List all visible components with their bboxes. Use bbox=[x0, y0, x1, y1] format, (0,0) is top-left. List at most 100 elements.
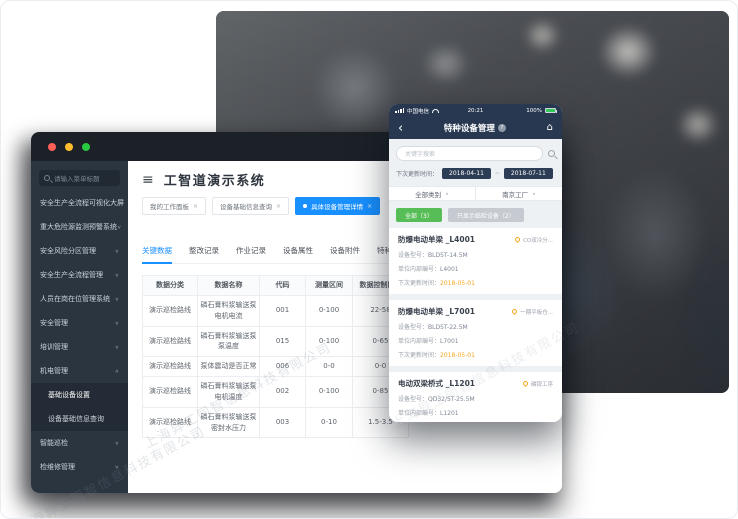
sidebar-item-personnel[interactable]: 人员在岗在位管理系统 ∨ bbox=[40, 295, 119, 303]
search-row: 关键字搜索 bbox=[396, 146, 555, 161]
tab-chip-workbench[interactable]: 我的工作面板 × bbox=[142, 197, 207, 215]
table-row: 演示巡检路线 磷石膏料浆输送泵密封水压力 003 0-10 1.5-3.5 bbox=[142, 406, 409, 439]
search-icon bbox=[44, 175, 50, 181]
next-date-value: 2018-05-01 bbox=[440, 352, 475, 359]
equipment-title: 电动双梁桥式 _L1201 bbox=[398, 379, 476, 388]
chevron-down-icon: ∨ bbox=[114, 344, 119, 350]
tab-chip-device-detail-active[interactable]: 具体设备管理详情 × bbox=[295, 197, 381, 215]
filter-due-inspection-pill[interactable]: 只显示临检设备（2） bbox=[447, 208, 524, 222]
chevron-down-icon: ∨ bbox=[532, 191, 536, 196]
home-icon[interactable]: ⌂ bbox=[546, 122, 553, 133]
model-value: QD32/5T-25.5M bbox=[428, 396, 475, 403]
phone-page-title: 特种设备管理 ? bbox=[444, 122, 506, 134]
table-row: 演示巡检路线 磷石膏料浆输送泵泵温度 015 0-100 0-65 bbox=[142, 325, 409, 358]
equipment-card[interactable]: 防爆电动单梁 _L4001 CO双冷分... 设备型号：BLD5T-14.5M … bbox=[389, 228, 562, 294]
internal-code-value: L4001 bbox=[440, 266, 459, 273]
close-icon[interactable]: × bbox=[193, 202, 199, 210]
chevron-down-icon: ∨ bbox=[445, 191, 449, 196]
close-window-button[interactable] bbox=[48, 142, 56, 151]
filter-all-pill[interactable]: 全部（3） bbox=[396, 208, 442, 222]
tab-device-files[interactable]: 设备附件 bbox=[330, 246, 360, 255]
phone-nav-bar: ‹ 特种设备管理 ? ⌂ bbox=[389, 117, 562, 139]
filter-pill-row: 全部（3） 只显示临检设备（2） bbox=[396, 208, 555, 222]
carrier-label: 中国电信 bbox=[407, 108, 430, 115]
internal-code-label: 单位内部编号： bbox=[398, 338, 441, 345]
internal-code-label: 单位内部编号： bbox=[398, 266, 441, 273]
model-label: 设备型号： bbox=[398, 396, 429, 403]
date-filter-row: 下次更新时间： 2018-04-11 ~ 2018-07-11 bbox=[396, 168, 555, 179]
menu-toggle-icon[interactable]: ≡ bbox=[142, 171, 154, 188]
location-pin-icon bbox=[514, 235, 522, 244]
keyword-search-input[interactable]: 关键字搜索 bbox=[396, 146, 543, 161]
chevron-down-icon: ∨ bbox=[114, 464, 119, 470]
chevron-up-icon: ∧ bbox=[114, 368, 119, 374]
tilde-separator: ~ bbox=[494, 170, 500, 177]
search-icon[interactable] bbox=[548, 150, 555, 157]
chevron-down-icon: ∨ bbox=[114, 272, 119, 278]
sidebar-search-input[interactable]: 请输入菜单标题 bbox=[39, 170, 120, 186]
model-label: 设备型号： bbox=[398, 252, 429, 259]
location-pin-icon bbox=[511, 307, 519, 316]
col-header-code: 代码 bbox=[259, 275, 306, 296]
equipment-title: 防爆电动单梁 _L4001 bbox=[398, 235, 476, 244]
close-icon[interactable]: × bbox=[367, 202, 373, 210]
equipment-card[interactable]: 电动双梁桥式 _L1201 磷铵工序 设备型号：QD32/5T-25.5M 单位… bbox=[389, 372, 562, 422]
model-label: 设备型号： bbox=[398, 324, 429, 331]
sidebar-item-device-info-query[interactable]: 设备基础信息查询 bbox=[48, 415, 104, 423]
tab-job-records[interactable]: 作业记录 bbox=[236, 246, 266, 255]
sidebar-item-maintenance-mgmt[interactable]: 检维修管理 ∨ bbox=[40, 463, 119, 471]
factory-dropdown[interactable]: 南京工厂 ∨ bbox=[475, 187, 562, 200]
date-from-button[interactable]: 2018-04-11 bbox=[442, 168, 491, 179]
sidebar-item-visual-screen[interactable]: 安全生产全流程可视化大屏 bbox=[40, 199, 124, 207]
dropdown-row: 全部类别 ∨ 南京工厂 ∨ bbox=[389, 186, 562, 201]
col-header-category: 数据分类 bbox=[142, 275, 198, 296]
sidebar-item-risk-zone[interactable]: 安全风险分区管理 ∨ bbox=[40, 247, 119, 255]
tab-device-attrs[interactable]: 设备属性 bbox=[283, 246, 313, 255]
equipment-card[interactable]: 防爆电动单梁 _L7001 一期平板仓... 设备型号：BLD5T-22.5M … bbox=[389, 300, 562, 366]
minimize-window-button[interactable] bbox=[65, 142, 73, 151]
sidebar-item-hazard-warning[interactable]: 重大危险源监测预警系统 ∨ bbox=[40, 223, 122, 231]
open-tabs-bar: 我的工作面板 × 设备基础信息查询 × 具体设备管理详情 × bbox=[128, 189, 562, 215]
status-right: 100% bbox=[526, 107, 557, 114]
tab-rectify-records[interactable]: 整改记录 bbox=[189, 246, 219, 255]
date-filter-label: 下次更新时间： bbox=[396, 171, 439, 178]
phone-status-bar: 中国电信 20:21 100% bbox=[389, 104, 562, 117]
back-icon[interactable]: ‹ bbox=[398, 120, 404, 136]
chevron-down-icon: ∨ bbox=[114, 248, 119, 254]
tab-chip-device-query[interactable]: 设备基础信息查询 × bbox=[212, 197, 290, 215]
battery-percent-label: 100% bbox=[526, 107, 542, 114]
table-row: 演示巡检路线 泵体震动是否正常 006 0-0 0-0 bbox=[142, 356, 409, 378]
sidebar-item-smart-inspection[interactable]: 智能巡检 ∨ bbox=[40, 439, 119, 447]
help-badge-icon[interactable]: ? bbox=[497, 124, 506, 132]
chevron-down-icon: ∨ bbox=[114, 320, 119, 326]
tab-key-data[interactable]: 关键数据 bbox=[142, 245, 172, 264]
search-placeholder: 关键字搜索 bbox=[405, 151, 436, 158]
phone-body: 关键字搜索 下次更新时间： 2018-04-11 ~ 2018-07-11 全部… bbox=[389, 139, 562, 422]
sidebar-item-training-mgmt[interactable]: 培训管理 ∨ bbox=[40, 343, 119, 351]
date-to-button[interactable]: 2018-07-11 bbox=[503, 168, 553, 179]
key-data-table: 数据分类 数据名称 代码 测量区间 数据控制区间 演示巡检路线 磷石膏料浆输送泵… bbox=[142, 275, 409, 439]
sidebar-item-safety-process[interactable]: 安全生产全流程管理 ∨ bbox=[40, 271, 119, 279]
equipment-title: 防爆电动单梁 _L7001 bbox=[398, 307, 476, 316]
sidebar-search-placeholder: 请输入菜单标题 bbox=[54, 175, 100, 183]
internal-code-label: 单位内部编号： bbox=[398, 410, 441, 417]
status-left: 中国电信 bbox=[395, 107, 440, 115]
next-date-label: 下次更新时间： bbox=[398, 352, 441, 359]
close-icon[interactable]: × bbox=[276, 202, 282, 210]
sidebar-item-electromechanical[interactable]: 机电管理 ∧ bbox=[40, 367, 119, 375]
sidebar-submenu: 基础设备设置 设备基础信息查询 bbox=[31, 383, 128, 431]
equipment-location: 磷铵工序 bbox=[521, 379, 553, 388]
maximize-window-button[interactable] bbox=[82, 142, 90, 151]
sidebar-item-safety-mgmt[interactable]: 安全管理 ∨ bbox=[40, 319, 119, 327]
page-title: 工智道演示系统 bbox=[163, 174, 266, 189]
next-date-label: 下次更新时间： bbox=[398, 280, 441, 287]
chevron-down-icon: ∨ bbox=[114, 296, 119, 302]
category-dropdown[interactable]: 全部类别 ∨ bbox=[415, 190, 449, 199]
model-value: BLD5T-22.5M bbox=[428, 324, 468, 331]
col-header-name: 数据名称 bbox=[197, 275, 260, 296]
internal-code-value: L1201 bbox=[440, 410, 459, 417]
chevron-down-icon: ∨ bbox=[114, 440, 119, 446]
sidebar-item-basic-device-setup[interactable]: 基础设备设置 bbox=[48, 391, 90, 399]
equipment-location: 一期平板仓... bbox=[511, 307, 553, 316]
